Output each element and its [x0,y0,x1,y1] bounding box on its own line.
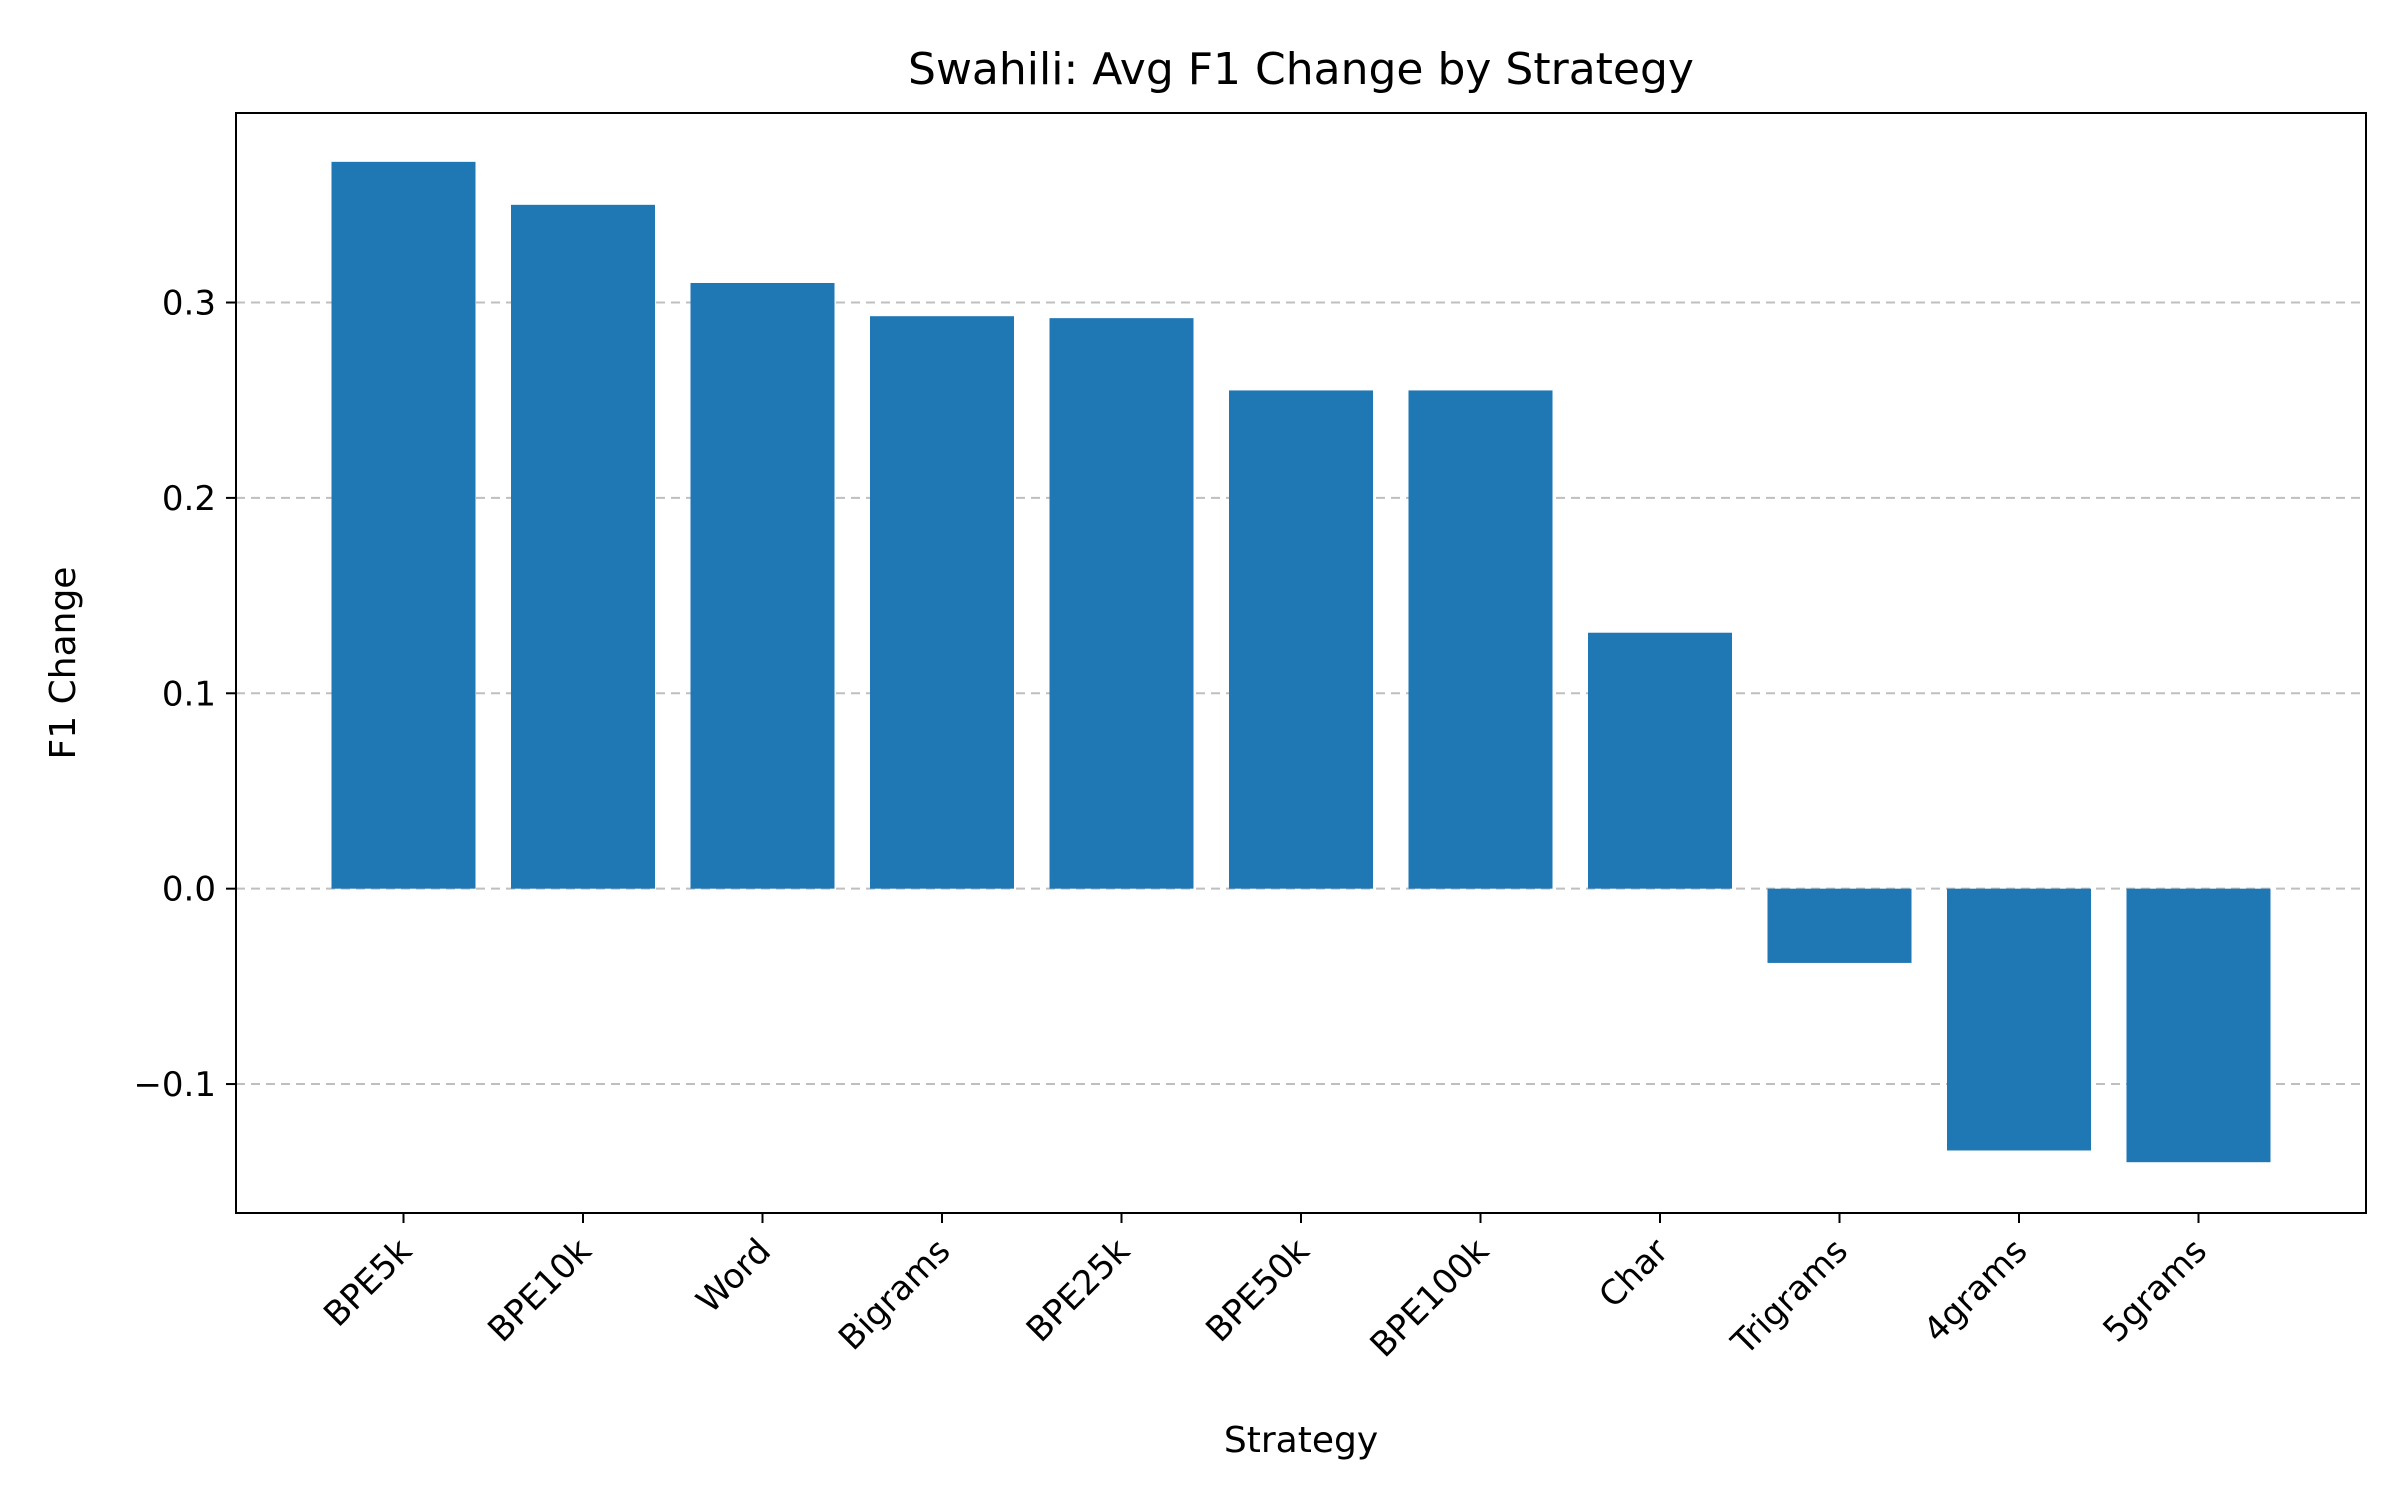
x-axis-label: Strategy [1224,1420,1378,1461]
x-tick-label: BPE100k [1363,1231,1497,1365]
bar-char [1588,632,1732,889]
x-tick-label: Bigrams [831,1231,958,1358]
y-tick-label: 0.3 [162,284,216,324]
x-tick-label: Trigrams [1723,1231,1856,1364]
bar-bpe5k [331,161,476,889]
bar-trigrams [1767,888,1912,963]
x-tick-label: 4grams [1916,1231,2035,1350]
x-tick-label: Word [689,1231,779,1321]
y-tick-label: 0.2 [162,479,216,519]
y-tick-label: −0.1 [133,1065,216,1105]
bar-bpe10k [511,204,655,889]
x-axis-ticks: BPE5k BPE10k Word Bigrams BPE25k BPE50k BPE100… [316,1213,2215,1365]
bar-bigrams [870,316,1014,889]
x-tick-label: BPE10k [480,1231,599,1350]
bar-bpe25k [1049,318,1194,889]
x-tick-label: 5grams [2095,1231,2214,1350]
bar-bpe50k [1229,390,1373,889]
y-tick-label: 0.0 [162,870,216,910]
chart-title: Swahili: Avg F1 Change by Strategy [908,44,1694,95]
x-tick-label: BPE25k [1019,1231,1138,1350]
y-axis-ticks: −0.1 0.0 0.1 0.2 0.3 [133,284,236,1105]
bar-word [690,282,835,889]
x-tick-label: Char [1591,1231,1676,1316]
bar-bpe100k [1408,390,1553,889]
y-tick-label: 0.1 [162,674,216,714]
bar-4grams [1947,888,2091,1151]
y-axis-label: F1 Change [43,567,84,760]
bars [331,161,2271,1163]
bar-5grams [2126,888,2271,1163]
x-tick-label: BPE5k [316,1231,420,1335]
x-tick-label: BPE50k [1198,1231,1317,1350]
